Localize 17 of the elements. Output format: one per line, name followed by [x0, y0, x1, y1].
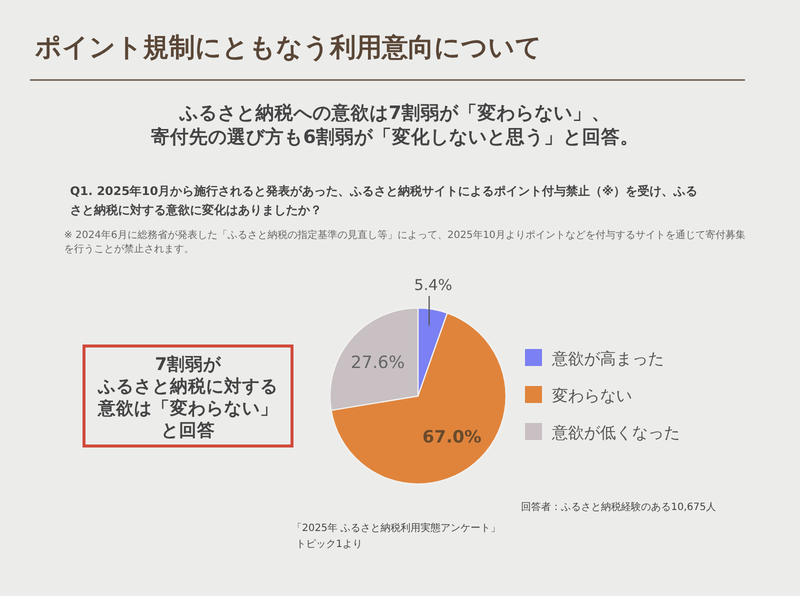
- text: トピック1より: [296, 539, 362, 550]
- legend-label: 変わらない: [552, 386, 632, 405]
- chart-subtitle: ふるさと納税への意欲は7割弱が「変わらない」、寄付先の選び方も6割弱が「変化しないと思う」と回答。: [151, 102, 639, 148]
- text: Q1. 2025年10月から施行されると発表があった、ふるさと納税サイトによるポイント付与禁止（※）を受け、ふるさと納税に対する意欲に変化はありましたか？: [70, 184, 698, 217]
- text: ふるさと納税に対する: [97, 376, 278, 397]
- legend-label: 意欲が低くなった: [551, 423, 680, 442]
- text: 「2025年 ふるさと納税利用実態アンケート」: [292, 522, 501, 534]
- text: 回答者：ふるさと納税経験のある10,675人: [521, 501, 716, 513]
- data-label: 5.4%: [414, 276, 452, 294]
- data-label: 67.0%: [422, 427, 482, 448]
- text: 意欲は「変わらない」: [97, 398, 278, 419]
- data-label: 27.6%: [350, 352, 405, 373]
- text: ※ 2024年6月に総務省が発表した「ふるさと納税の指定基準の見直し等」によって、2025年10月よりポイントなどを付与するサイトを通じて寄付募集を行うことが禁止されます。: [64, 229, 746, 255]
- chart-title: ポイント規制にともなう利用意向について: [34, 33, 542, 63]
- text: 7割弱が: [154, 354, 222, 375]
- text: と回答: [161, 421, 215, 441]
- legend-label: 意欲が高まった: [551, 349, 664, 368]
